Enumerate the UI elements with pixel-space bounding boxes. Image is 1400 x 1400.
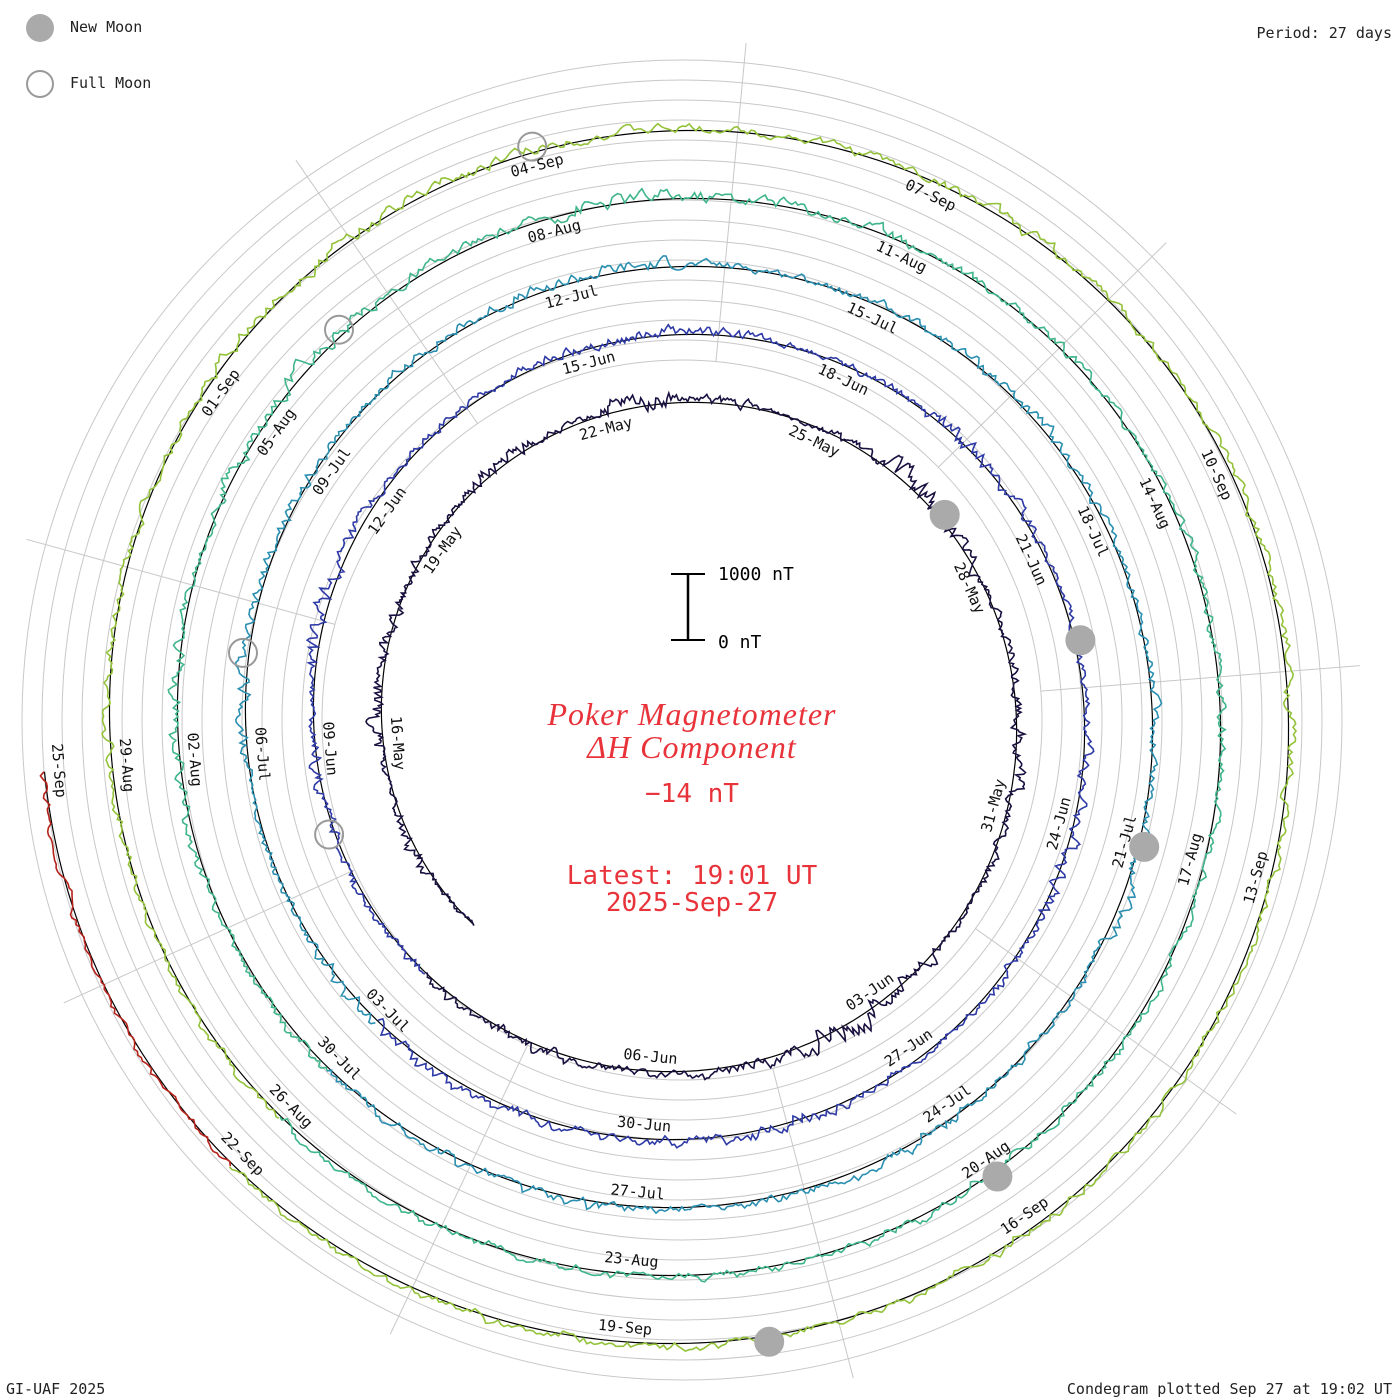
moon-phase-markers <box>228 131 1160 1357</box>
grid-ring <box>281 319 1083 1121</box>
new-moon-marker <box>929 499 960 530</box>
grid-ring <box>221 259 1143 1181</box>
trace-rotation-6 <box>39 771 232 1167</box>
date-tick-label: 23-Aug <box>604 1248 660 1271</box>
date-tick-label: 19-Sep <box>597 1316 653 1339</box>
footer-credit: GI-UAF 2025 <box>6 1380 106 1398</box>
new-moon-marker <box>1065 625 1096 656</box>
data-traces <box>39 122 1298 1352</box>
footer-plotted: Condegram plotted Sep 27 at 19:02 UT <box>1066 1380 1392 1398</box>
trace-rotation-5 <box>101 122 1298 1352</box>
full-moon-marker <box>324 314 354 345</box>
date-tick-label: 08-Aug <box>526 216 583 247</box>
date-tick-label: 12-Jul <box>543 281 600 312</box>
grid-ring <box>141 179 1223 1261</box>
grid-ring <box>61 99 1303 1341</box>
scale-bar: 1000 nT 0 nT <box>671 564 794 653</box>
full-moon-icon <box>26 70 54 98</box>
grid-ring <box>181 219 1183 1221</box>
scale-bar-bottom-label: 0 nT <box>718 632 762 653</box>
date-tick-label: 22-Sep <box>217 1128 268 1179</box>
chart-title: Poker Magnetometer <box>546 696 836 732</box>
grid-ring <box>121 159 1243 1281</box>
grid-spoke <box>938 242 1167 468</box>
grid-ring <box>301 339 1063 1101</box>
grid-ring <box>21 59 1343 1381</box>
period-label: Period: 27 days <box>1256 24 1392 42</box>
full-moon-label: Full Moon <box>70 74 152 92</box>
trace-rotation-2 <box>305 323 1095 1149</box>
date-tick-label: 15-Jul <box>844 298 901 338</box>
baseline-spiral <box>43 129 1290 1345</box>
date-tick-label: 22-May <box>577 413 634 444</box>
new-moon-marker <box>754 1326 785 1357</box>
scale-bar-top-label: 1000 nT <box>718 564 794 585</box>
date-tick-label: 03-Jul <box>362 985 413 1036</box>
trace-rotation-1 <box>365 390 1028 1081</box>
center-title-block: Poker Magnetometer ΔH Component −14 nT L… <box>546 696 836 918</box>
grid-spoke <box>772 1068 854 1379</box>
new-moon-label: New Moon <box>70 18 143 36</box>
date-tick-label: 09-Jun <box>319 721 341 776</box>
date-tick-label: 29-Aug <box>116 737 138 792</box>
grid-spoke <box>63 869 355 1004</box>
date-tick-label: 16-Sep <box>997 1193 1052 1239</box>
latest-date: 2025-Sep-27 <box>606 888 778 918</box>
date-tick-label: 27-Jun <box>881 1025 936 1071</box>
spiral-baselines <box>43 129 1290 1345</box>
date-tick-label: 02-Aug <box>183 732 205 787</box>
full-moon-marker <box>517 131 548 162</box>
grid-spoke <box>26 538 336 625</box>
grid-spoke <box>295 159 479 424</box>
date-tick-label: 27-Jul <box>610 1180 666 1203</box>
trace-rotation-4 <box>167 187 1227 1283</box>
grid-ring <box>321 359 1043 1081</box>
latest-time: Latest: 19:01 UT <box>567 861 818 891</box>
date-tick-label: 04-Sep <box>509 150 566 181</box>
grid-spokes <box>26 42 1360 1379</box>
date-tick-label: 06-Jul <box>251 726 273 781</box>
date-tick-label: 30-Jul <box>314 1033 365 1084</box>
date-tick-label: 16-May <box>387 715 409 770</box>
date-tick-label: 10-Sep <box>1197 446 1236 503</box>
grid-ring <box>41 79 1323 1361</box>
grid-ring <box>201 239 1163 1201</box>
grid-ring <box>81 119 1283 1321</box>
date-tick-label: 31-May <box>977 777 1009 834</box>
grid-ring <box>241 279 1123 1161</box>
date-tick-label: 03-Jun <box>842 969 897 1015</box>
grid-spoke <box>389 1044 528 1335</box>
chart-subtitle: ΔH Component <box>585 729 797 765</box>
grid-spoke <box>715 42 747 362</box>
date-tick-label: 21-Jun <box>1012 531 1051 588</box>
date-tick-label: 06-Jun <box>623 1045 679 1068</box>
date-tick-label: 13-Sep <box>1240 849 1272 906</box>
grid-spoke <box>975 928 1237 1115</box>
new-moon-marker <box>1129 831 1160 862</box>
new-moon-icon <box>26 14 54 42</box>
current-value: −14 nT <box>645 779 739 809</box>
date-tick-label: 28-May <box>950 560 989 617</box>
trace-rotation-3 <box>234 255 1163 1215</box>
date-tick-label: 30-Jun <box>616 1113 672 1136</box>
grid-spoke <box>1040 665 1360 692</box>
date-tick-label: 25-Sep <box>48 743 70 798</box>
new-moon-marker <box>982 1161 1013 1192</box>
full-moon-marker <box>314 819 345 850</box>
full-moon-marker <box>228 637 258 668</box>
